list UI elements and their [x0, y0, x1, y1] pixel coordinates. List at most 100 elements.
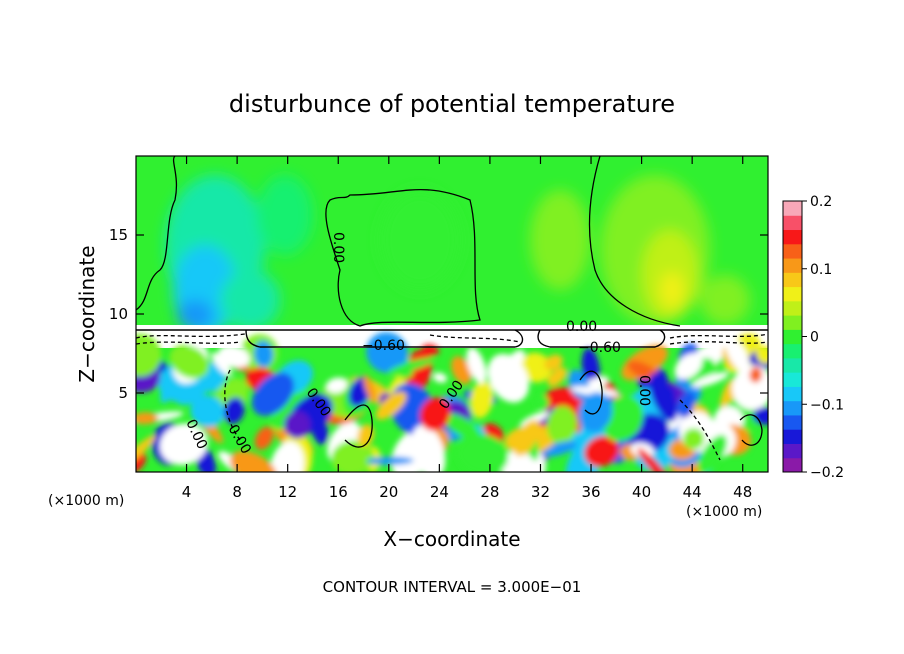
colorbar-swatch: [783, 400, 802, 416]
colorbar-swatch: [783, 215, 802, 231]
field-cell: [502, 349, 525, 375]
field-cell: [489, 360, 505, 380]
field-cell: [570, 386, 620, 397]
y-tick-label: 15: [109, 226, 128, 244]
colorbar-tick-label: −0.2: [810, 465, 844, 481]
field-cell: [251, 372, 295, 416]
x-unit-label-left: (×1000 m): [48, 493, 124, 509]
field-cell: [546, 405, 577, 445]
field-cell: [578, 392, 613, 432]
field-cell: [756, 345, 768, 364]
field-cell: [136, 434, 156, 470]
field-cell: [420, 397, 451, 431]
field-cell: [677, 391, 696, 417]
field-cell: [159, 423, 208, 466]
colorbar: 0.2 0.1 0 −0.1 −0.2: [782, 194, 844, 481]
field-cell: [326, 377, 348, 394]
contour-label: 0.00: [566, 319, 597, 335]
field-cell: [451, 356, 472, 385]
x-tick-label: 48: [733, 483, 752, 501]
upper-anomalies: [165, 175, 750, 335]
colorbar-tick-label: −0.1: [810, 397, 844, 413]
field-cell: [160, 366, 179, 404]
colorbar-swatch: [783, 315, 802, 330]
x-tick-label: 16: [329, 483, 348, 501]
contour-label: −0.60: [578, 340, 621, 356]
field-cell: [357, 424, 374, 447]
field-cell: [697, 434, 728, 472]
x-tick-label: 44: [683, 483, 702, 501]
field-cell: [470, 380, 494, 419]
colorbar-tick-label: 0.2: [810, 194, 832, 210]
y-tick-label: 10: [109, 305, 128, 323]
colorbar-swatch: [783, 300, 802, 316]
contour-label: −0.60: [362, 338, 405, 354]
x-tick-label: 20: [379, 483, 398, 501]
field-cell: [535, 395, 550, 410]
colorbar-swatch: [783, 414, 802, 430]
field-cell: [311, 416, 329, 445]
field-cell: [331, 440, 375, 472]
field-cell: [584, 436, 619, 467]
field-cell: [272, 381, 308, 431]
colorbar-swatch: [783, 201, 802, 216]
chart-title: disturbunce of potential temperature: [229, 90, 675, 118]
colorbar-swatch: [783, 286, 802, 302]
x-tick-label: 40: [632, 483, 651, 501]
colorbar-swatch: [783, 329, 802, 345]
field-cell: [388, 357, 435, 374]
field-cell: [411, 424, 446, 472]
contour-interval-note: CONTOUR INTERVAL = 3.000E−01: [323, 578, 582, 596]
field-cell: [136, 451, 147, 472]
y-tick-label: 5: [118, 384, 128, 402]
field-cell: [136, 333, 162, 377]
x-tick-label: 36: [581, 483, 600, 501]
colorbar-swatch: [783, 357, 802, 373]
x-axis-label: X−coordinate: [383, 527, 520, 551]
contour-lines: [136, 156, 768, 461]
field-cell: [456, 434, 509, 472]
field-cell: [544, 354, 563, 371]
field-cell: [230, 450, 277, 472]
x-tick-label: 12: [278, 483, 297, 501]
field-cell: [269, 441, 305, 472]
field-cell: [375, 391, 407, 420]
colorbar-swatch: [783, 243, 802, 259]
x-axis: 4 8 12 16 20 24 28 32 36 40 44 48: [182, 156, 752, 501]
lower-layer-field: [136, 332, 768, 472]
field-cell: [543, 440, 577, 457]
field-cell: [366, 332, 409, 374]
field-cell: [637, 447, 673, 472]
colorbar-swatch: [783, 272, 802, 288]
y-axis-label: Z−coordinate: [75, 245, 99, 382]
contour-label-group: 0.00 0.00 0.00 0.00 0.00 −0.60 −0.60 0.0…: [182, 232, 652, 457]
field-cell: [190, 394, 225, 428]
field-cell: [169, 344, 210, 379]
x-tick-label: 28: [480, 483, 499, 501]
x-tick-label: 8: [232, 483, 242, 501]
field-cell: [254, 426, 274, 450]
field-cell: [519, 352, 552, 383]
contour-label: 0.00: [636, 375, 652, 406]
field-cell: [366, 456, 414, 466]
field-cell: [602, 395, 644, 442]
field-cell: [749, 366, 762, 383]
field-cell: [283, 411, 311, 439]
colorbar-swatch: [783, 258, 802, 273]
contour-label: 0.00: [330, 232, 346, 263]
field-cell: [692, 372, 729, 388]
colorbar-swatch: [783, 429, 802, 444]
field-cell: [136, 412, 159, 425]
field-cell: [223, 397, 245, 424]
colorbar-tick-label: 0.1: [810, 262, 832, 278]
field-cell: [432, 372, 448, 383]
field-cell: [732, 365, 768, 410]
y-axis: 5 10 15: [109, 226, 768, 402]
field-cell: [443, 413, 481, 440]
x-tick-label: 24: [430, 483, 449, 501]
colorbar-swatch: [783, 229, 802, 245]
field-cell: [514, 419, 540, 457]
field-cell: [682, 428, 705, 450]
x-tick-label: 32: [531, 483, 550, 501]
